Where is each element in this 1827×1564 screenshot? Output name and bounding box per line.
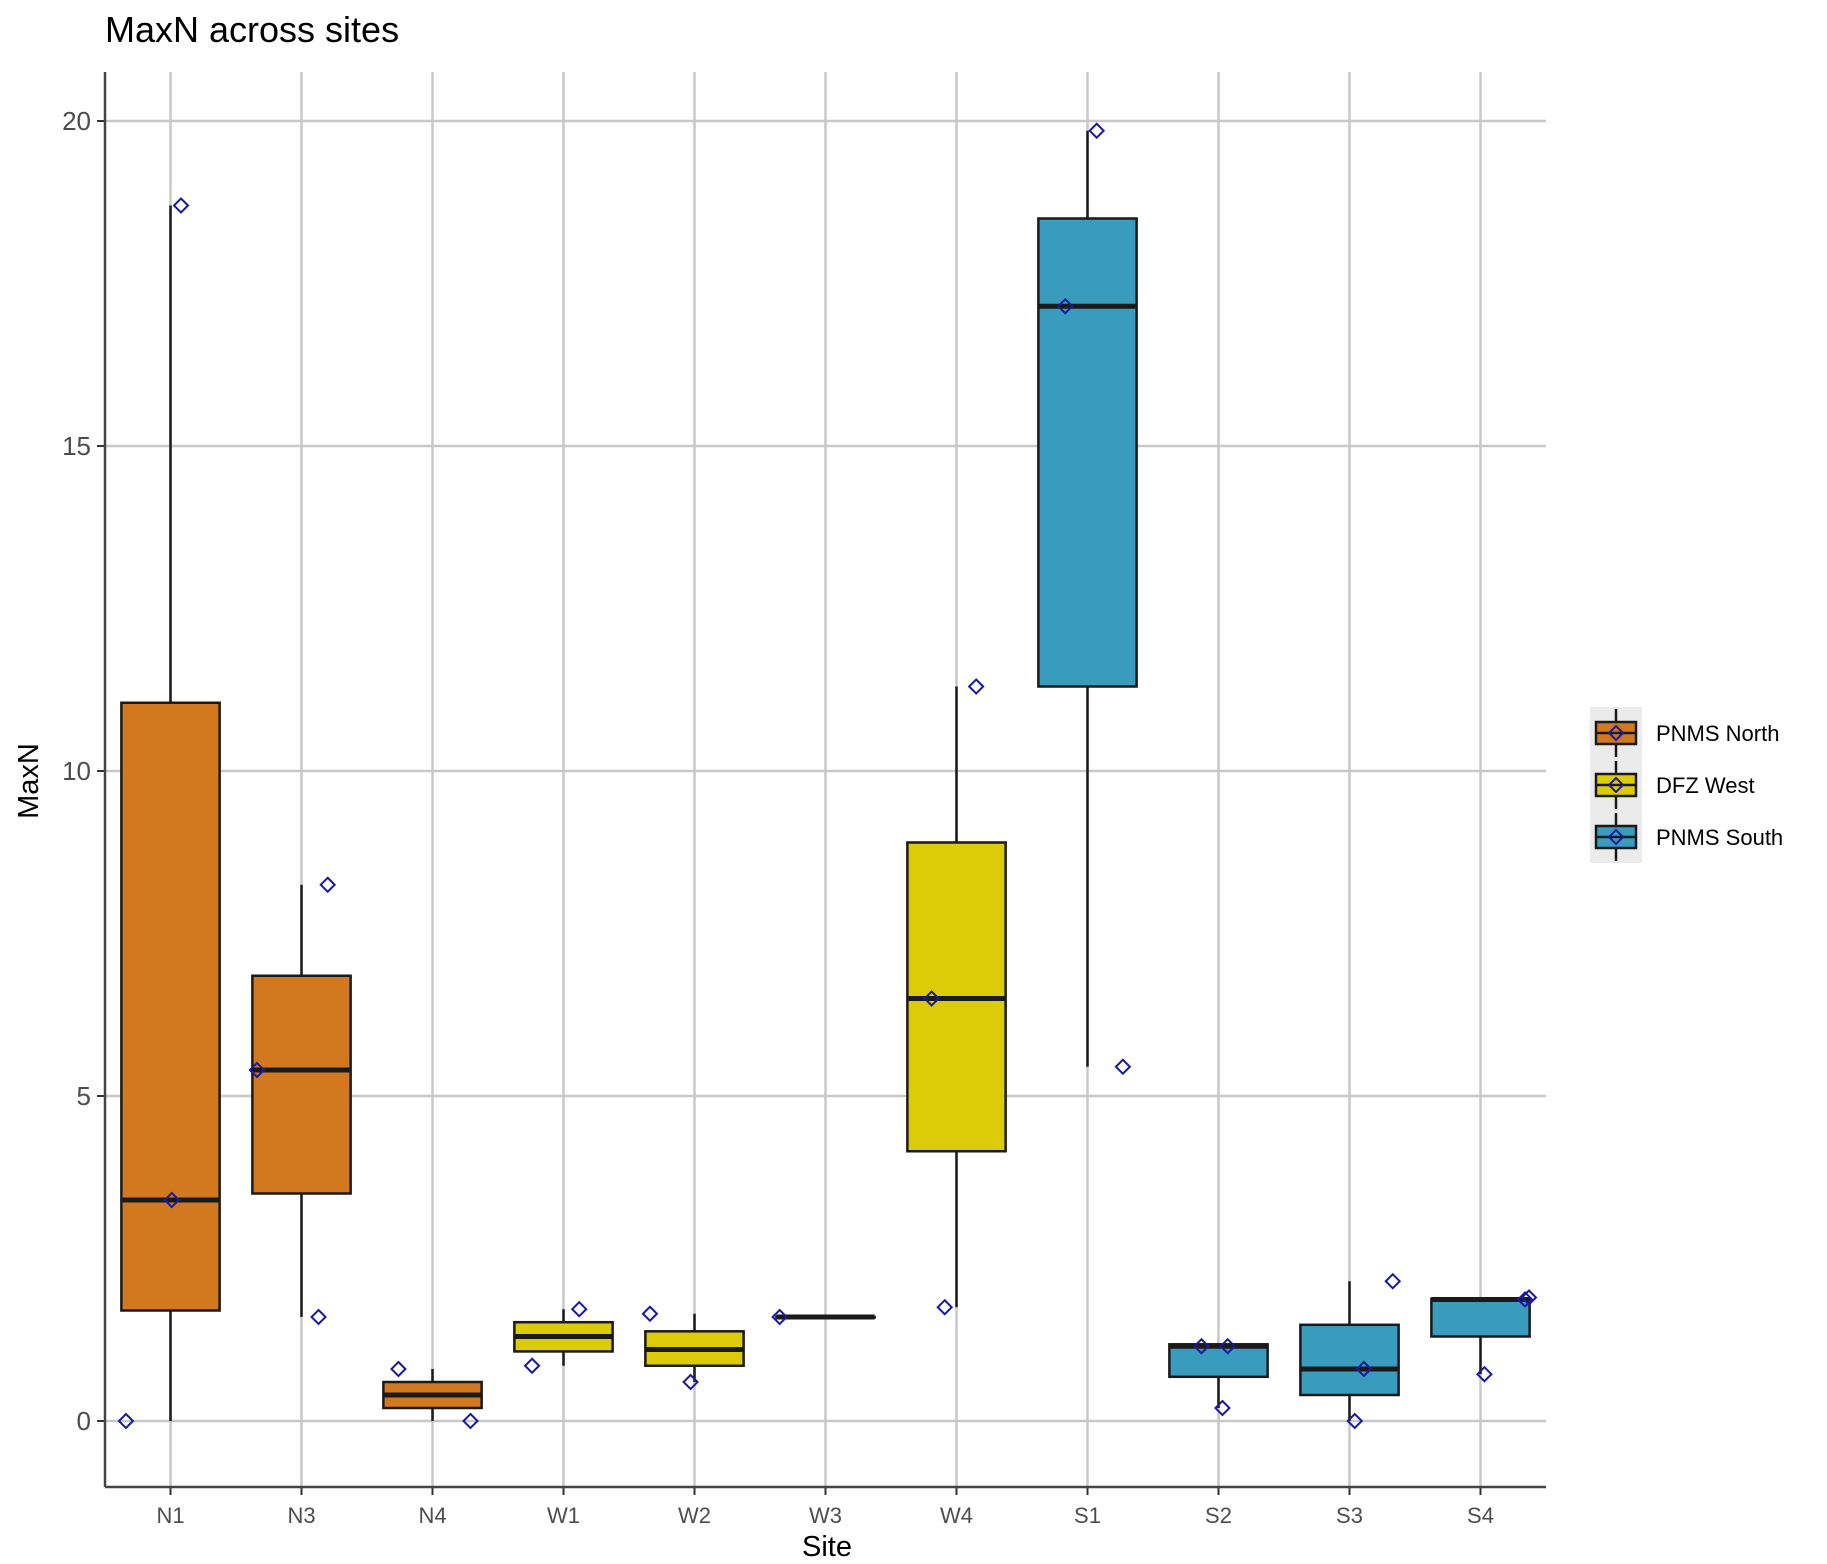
y-axis-title: MaxN xyxy=(13,743,45,819)
data-point-s1 xyxy=(1056,297,1074,315)
data-point-w3 xyxy=(771,1308,789,1326)
x-tick-label-w2: W2 xyxy=(678,1503,711,1528)
x-tick-label-n3: N3 xyxy=(287,1503,315,1528)
data-point-s4 xyxy=(1516,1291,1534,1308)
data-point-s4 xyxy=(1476,1365,1493,1383)
data-point-w2 xyxy=(682,1373,699,1391)
x-tick-label-w4: W4 xyxy=(940,1503,973,1528)
data-point-s1 xyxy=(1088,122,1106,140)
box-n1 xyxy=(120,701,221,1312)
legend-label: PNMS North xyxy=(1656,721,1779,746)
box-n3 xyxy=(251,974,352,1195)
x-tick-label-s2: S2 xyxy=(1205,1503,1232,1528)
data-point-w1 xyxy=(570,1300,588,1318)
data-point-s2 xyxy=(1214,1399,1231,1417)
data-point-s3 xyxy=(1384,1272,1402,1290)
data-point-n1 xyxy=(172,197,190,214)
x-tick-label-w1: W1 xyxy=(547,1503,580,1528)
data-point-w4 xyxy=(967,678,985,695)
tick-labels: 0 5 10 15 20 N1 N3 N4 W1 W2 W3 W4 S1 S2 S3 S4 xyxy=(62,106,1494,1528)
x-tick-label-n4: N4 xyxy=(418,1503,446,1528)
data-point-s3 xyxy=(1355,1360,1373,1378)
y-tick-label: 5 xyxy=(77,1081,91,1111)
data-point-w4 xyxy=(936,1298,954,1316)
box-s4 xyxy=(1430,1297,1531,1338)
y-tick-label: 20 xyxy=(62,106,91,136)
legend-key-point xyxy=(1607,724,1625,742)
x-axis-title: Site xyxy=(802,1531,852,1563)
y-tick-label: 10 xyxy=(62,756,91,786)
data-point-w1 xyxy=(523,1357,541,1375)
x-tick-label-s4: S4 xyxy=(1467,1503,1494,1528)
data-point-s1 xyxy=(1114,1058,1132,1076)
legend: PNMS North DFZ West PNMS South xyxy=(1590,707,1783,863)
data-point-n3 xyxy=(310,1308,327,1326)
y-tick-label: 0 xyxy=(77,1406,91,1436)
data-point-n3 xyxy=(319,876,337,894)
data-point-s2 xyxy=(1219,1337,1237,1355)
data-point-n4 xyxy=(390,1360,407,1378)
data-point-n4 xyxy=(462,1412,479,1430)
legend-label: DFZ West xyxy=(1656,773,1755,798)
box-s1 xyxy=(1037,217,1138,688)
data-point-n1 xyxy=(117,1412,135,1430)
legend-key-point xyxy=(1607,776,1625,794)
data-point-s4 xyxy=(1520,1289,1538,1306)
y-tick-label: 15 xyxy=(62,431,91,461)
data-point-n1 xyxy=(163,1191,181,1209)
data-point-s3 xyxy=(1346,1412,1364,1430)
data-point-n3 xyxy=(248,1061,266,1079)
data-points xyxy=(117,122,1538,1430)
box-s2 xyxy=(1168,1343,1269,1379)
data-point-w2 xyxy=(641,1305,659,1323)
legend-key-point xyxy=(1607,828,1625,846)
axes xyxy=(97,72,1546,1495)
x-tick-label-n1: N1 xyxy=(156,1503,184,1528)
x-tick-label-s1: S1 xyxy=(1074,1503,1101,1528)
x-tick-label-w3: W3 xyxy=(809,1503,842,1528)
x-tick-label-s3: S3 xyxy=(1336,1503,1363,1528)
chart-title: MaxN across sites xyxy=(105,9,399,50)
boxplots xyxy=(120,130,1531,1421)
box-s3 xyxy=(1299,1323,1400,1397)
legend-label: PNMS South xyxy=(1656,825,1783,850)
data-point-s2 xyxy=(1193,1337,1210,1355)
grid-lines xyxy=(105,72,1546,1487)
data-point-w4 xyxy=(923,990,941,1007)
